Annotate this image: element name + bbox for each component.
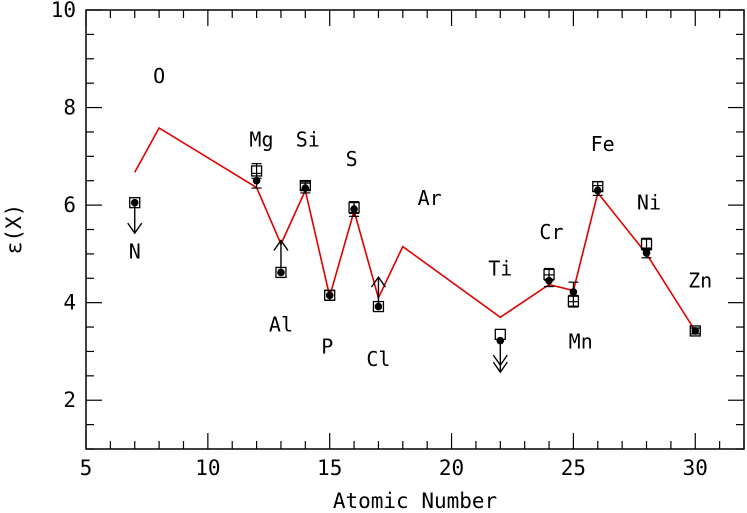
x-tick-label: 10 [195,456,220,480]
element-label-mn: Mn [569,330,593,354]
x-tick-label: 15 [317,456,342,480]
element-label-ti: Ti [488,257,512,281]
dot-point [277,268,285,277]
dot-point [252,176,261,185]
element-label-n: N [129,239,141,263]
y-tick-label: 8 [63,96,76,120]
limit-arrow-head [127,222,143,235]
element-label-cl: Cl [366,347,390,371]
y-axis-label: ε(X) [2,204,26,255]
y-tick-label: 2 [63,388,76,412]
y-tick-label: 10 [51,0,76,22]
element-label-si: Si [296,127,320,151]
dot-point [301,184,310,192]
model-line [133,126,696,332]
limit-arrow-head [492,361,508,374]
y-tick-label: 4 [63,291,76,315]
limit-arrow-head [492,354,508,367]
element-label-fe: Fe [591,132,615,156]
dot-point [325,291,334,300]
plot-frame [85,9,745,450]
element-label-ni: Ni [637,191,661,215]
limit-arrows [127,205,508,374]
dot-point [496,336,505,345]
dot-point [350,205,358,213]
limit-arrow-head [273,239,289,251]
element-label-o: O [153,64,165,88]
element-label-mg: Mg [249,127,273,151]
data-markers [129,163,701,345]
element-label-zn: Zn [688,269,712,293]
dot-point [374,302,383,311]
element-label-ar: Ar [418,186,442,210]
tick-labels: 5 10 15 20 25 30 2 4 6 8 10 [51,0,708,480]
dot-point [545,276,553,285]
dot-point [691,327,700,335]
x-tick-label: 20 [439,456,464,480]
dot-point [130,198,139,207]
dot-point [593,186,602,195]
x-tick-label: 30 [683,456,708,480]
y-tick-label: 6 [63,193,76,217]
element-label-al: Al [269,313,293,337]
element-label-s: S [346,147,358,171]
dot-point [642,249,651,257]
x-tick-label: 25 [561,456,586,480]
element-label-p: P [321,335,333,359]
x-tick-label: 5 [80,456,93,480]
limit-arrow-head [370,275,387,288]
element-label-cr: Cr [539,220,563,244]
dot-point [569,288,578,296]
square-point [689,325,701,337]
axis-ticks [85,9,745,450]
x-axis-label: Atomic Number [333,489,497,513]
element-labels: O N Mg Si S Ar Al P Cl Ti Cr Mn Fe Ni Zn [129,64,712,371]
